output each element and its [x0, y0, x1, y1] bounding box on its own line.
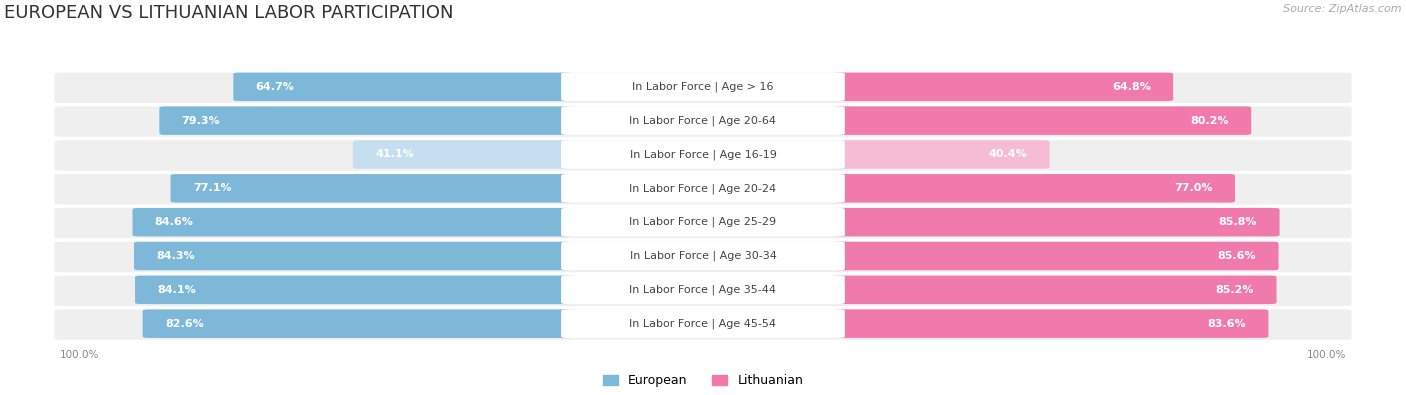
FancyBboxPatch shape	[159, 106, 572, 135]
Text: In Labor Force | Age 16-19: In Labor Force | Age 16-19	[630, 149, 776, 160]
Text: 83.6%: 83.6%	[1208, 319, 1246, 329]
Text: 100.0%: 100.0%	[60, 350, 100, 360]
FancyBboxPatch shape	[561, 106, 845, 135]
Text: 77.1%: 77.1%	[193, 183, 232, 193]
Text: Source: ZipAtlas.com: Source: ZipAtlas.com	[1284, 4, 1402, 14]
FancyBboxPatch shape	[561, 73, 845, 101]
FancyBboxPatch shape	[353, 140, 572, 169]
FancyBboxPatch shape	[55, 309, 1351, 340]
Text: 82.6%: 82.6%	[165, 319, 204, 329]
FancyBboxPatch shape	[561, 140, 845, 169]
FancyBboxPatch shape	[834, 242, 1278, 270]
FancyBboxPatch shape	[55, 242, 1351, 272]
Text: 64.8%: 64.8%	[1112, 82, 1152, 92]
FancyBboxPatch shape	[834, 106, 1251, 135]
FancyBboxPatch shape	[55, 73, 1351, 103]
FancyBboxPatch shape	[134, 242, 572, 270]
Text: 84.1%: 84.1%	[157, 285, 197, 295]
Text: 85.2%: 85.2%	[1216, 285, 1254, 295]
FancyBboxPatch shape	[55, 276, 1351, 306]
FancyBboxPatch shape	[142, 309, 572, 338]
FancyBboxPatch shape	[561, 276, 845, 304]
Text: 40.4%: 40.4%	[988, 149, 1028, 160]
Text: 85.6%: 85.6%	[1218, 251, 1256, 261]
Text: 64.7%: 64.7%	[256, 82, 295, 92]
FancyBboxPatch shape	[233, 73, 572, 101]
FancyBboxPatch shape	[834, 174, 1234, 203]
Text: 80.2%: 80.2%	[1191, 116, 1229, 126]
Text: In Labor Force | Age 20-24: In Labor Force | Age 20-24	[630, 183, 776, 194]
Text: 100.0%: 100.0%	[1306, 350, 1346, 360]
FancyBboxPatch shape	[561, 174, 845, 203]
Text: 84.6%: 84.6%	[155, 217, 194, 227]
Text: 41.1%: 41.1%	[375, 149, 413, 160]
Text: In Labor Force | Age > 16: In Labor Force | Age > 16	[633, 81, 773, 92]
Text: In Labor Force | Age 25-29: In Labor Force | Age 25-29	[630, 217, 776, 228]
FancyBboxPatch shape	[170, 174, 572, 203]
FancyBboxPatch shape	[55, 208, 1351, 238]
Text: 79.3%: 79.3%	[181, 116, 221, 126]
FancyBboxPatch shape	[132, 208, 572, 236]
Text: EUROPEAN VS LITHUANIAN LABOR PARTICIPATION: EUROPEAN VS LITHUANIAN LABOR PARTICIPATI…	[4, 4, 454, 22]
Text: 84.3%: 84.3%	[156, 251, 195, 261]
FancyBboxPatch shape	[834, 309, 1268, 338]
FancyBboxPatch shape	[834, 140, 1049, 169]
Text: In Labor Force | Age 45-54: In Labor Force | Age 45-54	[630, 318, 776, 329]
FancyBboxPatch shape	[834, 208, 1279, 236]
FancyBboxPatch shape	[561, 242, 845, 270]
FancyBboxPatch shape	[561, 208, 845, 236]
Text: In Labor Force | Age 30-34: In Labor Force | Age 30-34	[630, 251, 776, 261]
Legend: European, Lithuanian: European, Lithuanian	[598, 369, 808, 392]
FancyBboxPatch shape	[55, 174, 1351, 205]
FancyBboxPatch shape	[561, 309, 845, 338]
FancyBboxPatch shape	[135, 276, 572, 304]
FancyBboxPatch shape	[834, 276, 1277, 304]
Text: 85.8%: 85.8%	[1219, 217, 1257, 227]
FancyBboxPatch shape	[55, 140, 1351, 171]
Text: In Labor Force | Age 20-64: In Labor Force | Age 20-64	[630, 115, 776, 126]
FancyBboxPatch shape	[55, 106, 1351, 137]
Text: In Labor Force | Age 35-44: In Labor Force | Age 35-44	[630, 284, 776, 295]
FancyBboxPatch shape	[834, 73, 1173, 101]
Text: 77.0%: 77.0%	[1174, 183, 1212, 193]
